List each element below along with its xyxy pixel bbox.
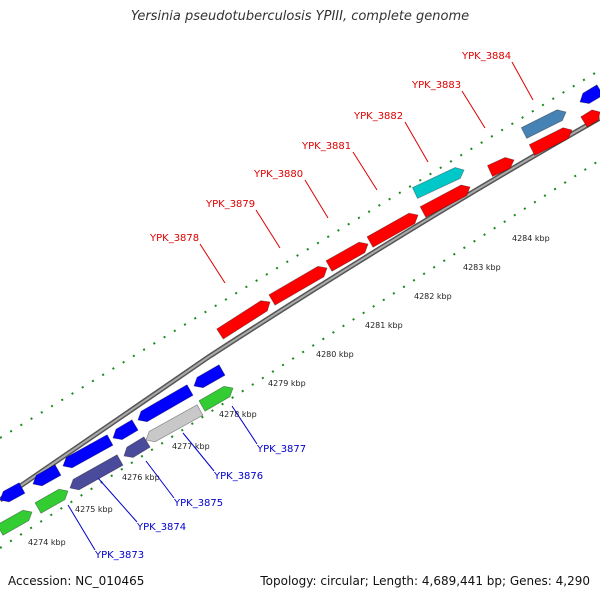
gene-label-reverse[interactable]: YPK_3878 [149,233,199,244]
kbp-tick-label: 4277 kbp [172,442,210,451]
gene-arrow-forward [69,454,124,491]
gene-leader-line [67,504,96,551]
gene-leader-line [255,209,281,249]
kbp-tick-label: 4283 kbp [463,263,501,272]
gene-label-reverse[interactable]: YPK_3881 [301,141,351,152]
reverse-strand-genes [216,84,600,340]
gene-arrow-reverse [411,167,465,199]
gene-label-reverse[interactable]: YPK_3880 [253,169,303,180]
gene-label-reverse[interactable]: YPK_3882 [353,111,403,122]
gene-arrow-reverse [520,109,567,139]
gene-arrow-forward [579,84,600,104]
gene-leader-line [511,61,534,101]
gene-arrow-reverse [216,300,271,340]
gene-arrow-reverse [268,265,328,306]
gene-arrow-reverse [580,109,600,128]
gene-arrow-forward [0,482,26,503]
gene-label-forward[interactable]: YPK_3873 [94,550,144,561]
gene-label-reverse[interactable]: YPK_3883 [411,80,461,91]
gene-leader-line [352,151,378,191]
kbp-tick-label: 4275 kbp [75,505,113,514]
gene-leader-line [199,243,226,284]
gene-arrow-green [0,509,33,536]
kbp-tick-label: 4281 kbp [365,321,403,330]
gene-leader-line [404,121,429,163]
kbp-tick-label: 4284 kbp [512,234,550,243]
kbp-tick-label: 4276 kbp [122,473,160,482]
gene-arrow-reverse [486,157,515,177]
gene-arrow-forward [62,434,114,469]
gene-leader-line [231,405,258,445]
kbp-tick-label: 4280 kbp [316,350,354,359]
gene-arrow-forward [193,364,226,389]
accession-text: Accession: NC_010465 [8,574,145,588]
gene-label-reverse[interactable]: YPK_3884 [461,51,511,62]
gene-arrow-forward [137,384,194,423]
gene-leader-line [304,179,329,219]
gene-arrow-forward [123,436,151,458]
kbp-tick-label: 4279 kbp [268,379,306,388]
inner-tick-track [0,159,600,549]
gene-label-forward[interactable]: YPK_3875 [173,498,223,509]
gene-label-forward[interactable]: YPK_3874 [136,522,186,533]
gene-leader-line [182,432,215,472]
gene-arrow-forward [32,464,62,487]
map-title: Yersinia pseudotuberculosis YPIII, compl… [130,9,470,24]
gene-arrow-reverse [325,241,369,272]
kbp-tick-label: 4282 kbp [414,292,452,301]
gene-arrow-reverse [366,212,419,248]
kbp-tick-label: 4274 kbp [28,538,66,547]
gene-label-reverse[interactable]: YPK_3879 [205,199,255,210]
genome-summary: Topology: circular; Length: 4,689,441 bp… [260,574,590,588]
gene-arrow-green [198,385,234,412]
gene-label-forward[interactable]: YPK_3876 [213,471,263,482]
gene-arrow-reverse [419,184,471,218]
gene-arrow-gray [145,404,204,443]
gene-label-forward[interactable]: YPK_3877 [256,444,306,455]
gene-labels: YPK_3878 YPK_3879 YPK_3880 YPK_3881 YPK_3882… [67,51,534,561]
gene-arrow-reverse [528,127,573,156]
gene-arrow-green [34,488,69,514]
gene-arrow-forward [112,419,139,441]
gene-leader-line [97,477,138,523]
gene-leader-line [145,460,175,499]
gene-leader-line [461,90,486,129]
forward-strand-genes [0,364,234,536]
